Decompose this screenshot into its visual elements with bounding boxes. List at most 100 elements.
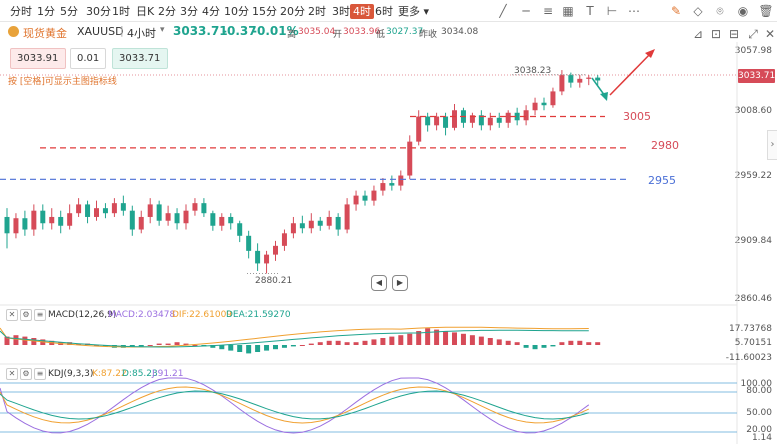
macd-histogram-bar xyxy=(326,340,332,345)
timeframe-11[interactable]: 20分 xyxy=(280,5,305,18)
dea-line xyxy=(0,329,589,348)
horizontal-line-icon[interactable]: ─ xyxy=(522,4,530,18)
low-marker-label: 2880.21 xyxy=(255,276,293,286)
kdj-axis-label: 1.14 xyxy=(751,433,772,443)
timeframe-0[interactable]: 分时 xyxy=(10,5,32,18)
fib-icon[interactable]: ▦ xyxy=(562,4,574,18)
chart-settings-icon[interactable]: ⊿ xyxy=(692,27,704,41)
candle-body xyxy=(487,117,493,126)
timeframe-12[interactable]: 2时 xyxy=(308,5,326,18)
timeframe-3[interactable]: 30分 xyxy=(86,5,111,18)
timeframe-1[interactable]: 1分 xyxy=(37,5,55,18)
eraser-icon[interactable]: ◇ xyxy=(693,4,703,18)
chevron-right-icon[interactable]: › xyxy=(767,130,777,160)
timeframe-10[interactable]: 15分 xyxy=(252,5,277,18)
low-label: 低 xyxy=(376,30,386,40)
candle-body xyxy=(308,220,314,229)
text-tool-icon[interactable]: T xyxy=(586,4,594,18)
timeframe-7[interactable]: 3分 xyxy=(180,5,198,18)
timeframe-6[interactable]: 2分 xyxy=(158,5,176,18)
symbol-cn-name[interactable]: 现货黄金 xyxy=(23,27,67,40)
dea-value: DEA:21.59270 xyxy=(226,310,291,320)
layout-icon[interactable]: ⊟ xyxy=(728,27,740,41)
toggle-icon[interactable]: ≡ xyxy=(34,368,46,380)
macd-histogram-bar xyxy=(478,336,484,345)
quote-header: 现货黄金 XAUUSD | 4小时 ▾ 3033.71 -0.37 -0.01%… xyxy=(0,22,777,42)
macd-histogram-bar xyxy=(183,343,189,345)
close-icon[interactable]: ✕ xyxy=(6,309,18,321)
toggle-icon[interactable]: ≡ xyxy=(34,309,46,321)
candle-body xyxy=(31,210,37,230)
timeframe-15[interactable]: 6时 xyxy=(375,5,393,18)
macd-histogram-bar xyxy=(434,329,440,345)
bid-box[interactable]: 3033.91 xyxy=(10,48,66,69)
candle-body xyxy=(452,110,457,128)
channel-icon[interactable]: ≡ xyxy=(542,4,554,18)
macd-histogram-bar xyxy=(559,342,565,345)
macd-histogram-bar xyxy=(541,345,547,348)
macd-histogram-bar xyxy=(371,339,377,345)
scroll-left-button[interactable]: ◀ xyxy=(371,275,387,291)
dots-icon[interactable]: ⋯ xyxy=(628,4,640,18)
measure-icon[interactable]: ⊢ xyxy=(606,4,618,18)
macd-histogram-bar xyxy=(76,343,82,345)
symbol-code: XAUUSD xyxy=(77,25,124,38)
timeframe-4[interactable]: 1时 xyxy=(112,5,130,18)
macd-title: MACD(12,26,9) xyxy=(48,310,117,320)
macd-histogram-bar xyxy=(129,345,135,347)
macd-histogram-bar xyxy=(13,335,19,345)
settings-icon[interactable]: ⚙ xyxy=(20,309,32,321)
kdj-axis-label: 20.00 xyxy=(746,425,772,435)
candle-body xyxy=(541,102,547,106)
kdj-axis-label: 80.00 xyxy=(746,386,772,396)
kdj-d-line xyxy=(0,390,589,420)
edit-icon[interactable]: ✎ xyxy=(670,4,682,18)
close-icon[interactable]: ✕ xyxy=(6,368,18,380)
timeframe-9[interactable]: 10分 xyxy=(224,5,249,18)
macd-histogram-bar xyxy=(299,345,305,346)
settings-icon[interactable]: ⚙ xyxy=(20,368,32,380)
macd-histogram-bar xyxy=(353,342,359,345)
open-value: 3033.96 xyxy=(343,27,381,37)
close-icon[interactable]: ✕ xyxy=(764,27,776,41)
pen-icon[interactable]: ╱ xyxy=(499,4,507,18)
candle-body xyxy=(478,115,484,126)
ask-box[interactable]: 3033.71 xyxy=(112,48,168,69)
candle-body xyxy=(129,210,135,230)
timeframe-2[interactable]: 5分 xyxy=(60,5,78,18)
macd-histogram-bar xyxy=(452,332,457,345)
candle-body xyxy=(416,116,422,142)
candle-body xyxy=(22,218,28,230)
chevron-down-icon[interactable]: ▾ xyxy=(160,25,165,35)
macd-histogram-bar xyxy=(67,342,73,345)
candle-body xyxy=(120,203,126,211)
macd-histogram-bar xyxy=(308,343,314,345)
macd-histogram-bar xyxy=(4,336,10,345)
timeframe-5[interactable]: 日K xyxy=(136,5,155,18)
timeframe-13[interactable]: 3时 xyxy=(332,5,350,18)
macd-histogram-bar xyxy=(487,338,493,345)
trash-icon[interactable]: 🗑 xyxy=(758,4,774,18)
eye-icon[interactable]: ◉ xyxy=(737,4,749,18)
interval-selector[interactable]: 4小时 xyxy=(127,27,156,40)
expand-icon[interactable]: ⤢ xyxy=(748,27,758,41)
more-timeframes-menu[interactable]: 更多 ▾ xyxy=(398,5,430,18)
screenshot-icon[interactable]: ⊡ xyxy=(710,27,722,41)
gold-icon xyxy=(8,26,19,37)
scroll-right-button[interactable]: ▶ xyxy=(392,275,408,291)
candle-body xyxy=(264,254,270,264)
candle-body xyxy=(496,117,502,123)
timeframe-14[interactable]: 4时 xyxy=(350,4,374,19)
k-value: K:87.22 xyxy=(92,369,127,379)
candle-body xyxy=(156,204,162,221)
timeframe-8[interactable]: 4分 xyxy=(202,5,220,18)
quantity-input[interactable]: 0.01 xyxy=(70,48,106,69)
candle-body xyxy=(147,204,153,217)
candle-body xyxy=(228,216,234,224)
candle-body xyxy=(85,204,91,217)
magnet-icon[interactable]: ⌾ xyxy=(716,4,724,18)
candle-body xyxy=(559,75,565,92)
candle-body xyxy=(111,203,117,214)
macd-histogram-bar xyxy=(389,336,395,345)
